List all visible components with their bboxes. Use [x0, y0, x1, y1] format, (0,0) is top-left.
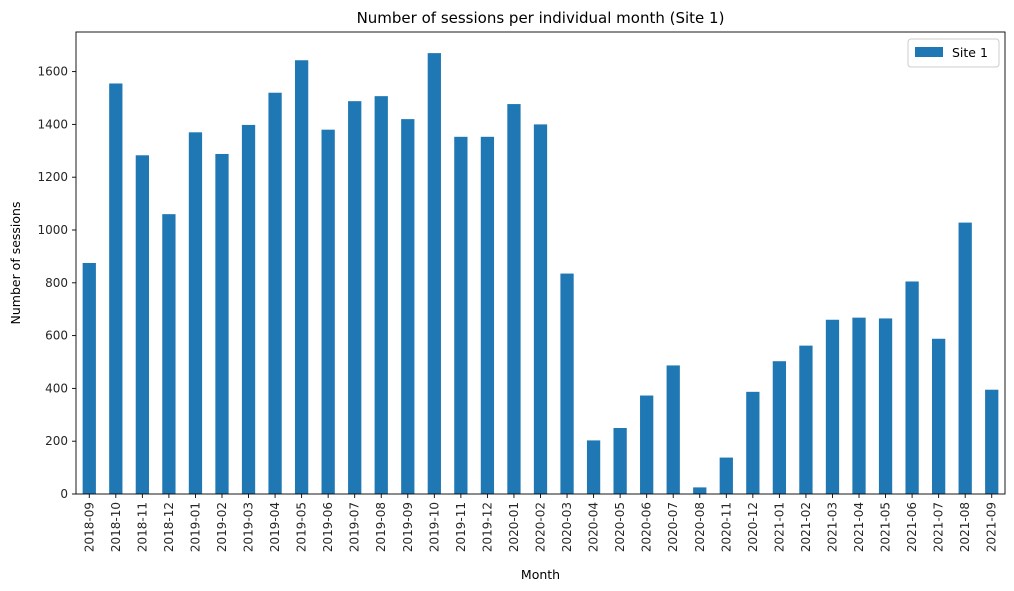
bar	[135, 155, 149, 494]
bar	[294, 60, 309, 495]
bar	[666, 365, 680, 494]
x-tick-label: 2019-11	[454, 502, 468, 552]
x-tick-label: 2021-08	[958, 502, 972, 552]
x-tick-label: 2018-09	[82, 502, 96, 552]
x-tick-label: 2019-06	[321, 502, 335, 552]
x-tick-label: 2021-03	[825, 502, 839, 552]
x-tick-label: 2021-01	[772, 502, 786, 552]
bar	[932, 338, 946, 494]
bar	[640, 395, 654, 494]
x-tick-label: 2020-04	[587, 502, 601, 552]
bar	[719, 457, 733, 494]
x-axis-label: Month	[521, 567, 560, 582]
x-tick-label: 2019-05	[295, 502, 309, 552]
x-tick-label: 2019-08	[374, 502, 388, 552]
x-tick-label: 2019-10	[427, 502, 441, 552]
bar	[772, 361, 787, 494]
bar	[480, 136, 495, 495]
y-tick-label: 600	[45, 329, 68, 343]
x-tick-label: 2021-04	[852, 502, 866, 552]
y-tick-label: 200	[45, 434, 68, 448]
y-tick-label: 1000	[37, 223, 68, 237]
bar	[878, 318, 893, 494]
legend-box	[907, 38, 1000, 68]
bar	[693, 487, 707, 494]
bar	[162, 214, 176, 494]
x-tick-label: 2020-07	[666, 502, 680, 552]
bar	[427, 53, 441, 495]
bar	[533, 124, 548, 495]
x-tick-label: 2020-12	[746, 502, 760, 552]
y-axis-label: Number of sessions	[8, 202, 23, 325]
bar	[746, 391, 760, 494]
bar	[507, 104, 521, 495]
legend-swatch	[915, 47, 943, 57]
x-tick-label: 2020-01	[507, 502, 521, 552]
x-tick-label: 2019-09	[401, 502, 415, 552]
x-tick-label: 2018-11	[135, 502, 149, 552]
bar	[82, 263, 96, 494]
bar	[799, 345, 813, 494]
legend-label: Site 1	[952, 45, 988, 60]
bar	[454, 136, 468, 495]
x-tick-label: 2019-01	[188, 502, 202, 552]
chart-title: Number of sessions per individual month …	[357, 9, 725, 27]
y-tick-label: 400	[45, 381, 68, 395]
bar	[613, 428, 627, 494]
x-tick-label: 2020-06	[640, 502, 654, 552]
bar	[241, 124, 256, 494]
x-tick-label: 2019-04	[268, 502, 282, 552]
x-tick-label: 2020-02	[534, 502, 548, 552]
bar	[374, 96, 388, 494]
x-tick-label: 2019-03	[242, 502, 256, 552]
bar	[109, 83, 123, 494]
bar	[348, 101, 362, 494]
x-tick-label: 2019-07	[348, 502, 362, 552]
bar	[586, 440, 601, 494]
bar	[215, 153, 229, 494]
bar	[321, 129, 335, 494]
x-tick-label: 2021-09	[985, 502, 999, 552]
y-tick-label: 0	[60, 487, 68, 501]
x-tick-label: 2020-08	[693, 502, 707, 552]
bar	[958, 222, 972, 494]
y-tick-label: 1400	[37, 117, 68, 131]
x-tick-label: 2020-03	[560, 502, 574, 552]
legend: Site 1	[907, 38, 1000, 68]
plot-area	[75, 31, 1006, 495]
x-tick-label: 2020-11	[719, 502, 733, 552]
x-tick-label: 2019-12	[480, 502, 494, 552]
bar	[825, 319, 840, 494]
y-tick-label: 1200	[37, 170, 68, 184]
bar	[985, 389, 999, 494]
bar	[905, 281, 919, 494]
x-axis: 2018-09 2018-10 2018-11 2018-12 2019-01 2019-…	[82, 494, 999, 552]
bar	[401, 119, 415, 495]
x-tick-label: 2020-05	[613, 502, 627, 552]
bar	[268, 92, 282, 494]
bar	[560, 273, 574, 494]
y-axis: 0 200 400 600 800 1000 1200 1400 1600	[37, 65, 76, 501]
bar	[188, 132, 203, 494]
x-tick-label: 2021-05	[879, 502, 893, 552]
bar	[852, 317, 866, 494]
x-tick-label: 2018-10	[109, 502, 123, 552]
y-tick-label: 800	[45, 276, 68, 290]
x-tick-label: 2018-12	[162, 502, 176, 552]
x-tick-label: 2021-06	[905, 502, 919, 552]
x-tick-label: 2019-02	[215, 502, 229, 552]
x-tick-label: 2021-07	[932, 502, 946, 552]
x-tick-label: 2021-02	[799, 502, 813, 552]
y-tick-label: 1600	[37, 65, 68, 79]
